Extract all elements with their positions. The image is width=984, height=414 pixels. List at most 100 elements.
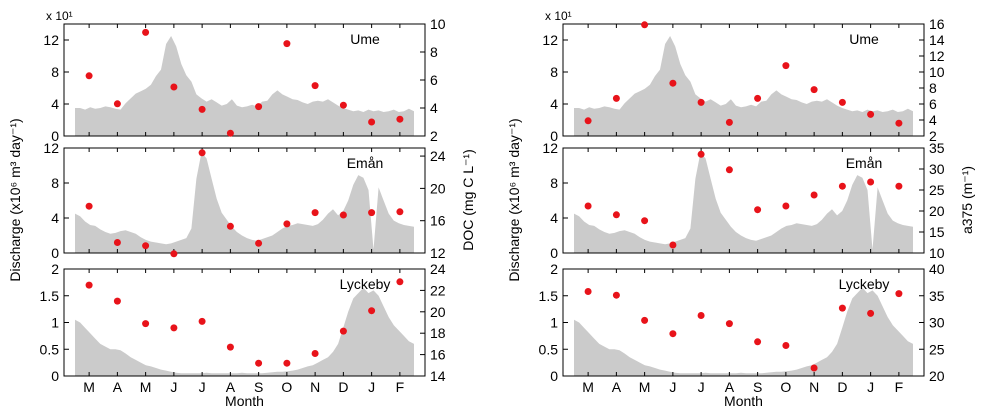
data-point <box>895 290 903 298</box>
data-point <box>255 103 263 111</box>
month-tick-label: A <box>113 379 123 395</box>
discharge-area <box>75 152 414 253</box>
data-point <box>198 149 206 157</box>
panel-frame <box>63 147 426 254</box>
month-tick-label: J <box>698 379 705 395</box>
month-tick-label: J <box>669 379 676 395</box>
right-tick-label: 14 <box>430 368 446 384</box>
data-point <box>85 72 93 80</box>
discharge-area <box>574 287 913 376</box>
panel-frame <box>562 23 925 137</box>
x-axis-label: Month <box>724 393 763 409</box>
data-point <box>584 202 592 210</box>
month-tick-label: O <box>780 379 791 395</box>
left-tick-label: 8 <box>550 64 558 80</box>
panel-frame <box>562 147 925 254</box>
data-point <box>584 117 592 125</box>
right-tick-label: 15 <box>929 224 945 240</box>
right-tick-label: 40 <box>929 261 945 277</box>
month-tick-label: M <box>83 379 95 395</box>
right-tick-label: 16 <box>430 213 446 229</box>
month-tick-label: O <box>281 379 292 395</box>
right-tick-label: 18 <box>430 325 446 341</box>
data-point <box>782 202 790 210</box>
right-tick-label: 10 <box>430 16 446 32</box>
data-point <box>867 110 875 118</box>
right-tick-label: 2 <box>430 128 438 144</box>
data-point <box>669 330 677 338</box>
right-tick-label: 30 <box>929 161 945 177</box>
month-tick-label: M <box>582 379 594 395</box>
data-point <box>226 222 234 230</box>
left-tick-label: 0 <box>550 245 558 261</box>
right-tick-label: 4 <box>430 100 438 116</box>
left-tick-label: 4 <box>550 96 558 112</box>
panel-label: Lyckeby <box>340 276 391 292</box>
month-tick-label: J <box>867 379 874 395</box>
data-point <box>226 129 234 137</box>
data-point <box>725 118 733 126</box>
x-axis-label: Month <box>225 393 264 409</box>
month-tick-label: M <box>639 379 651 395</box>
data-point <box>113 100 121 108</box>
month-tick-label: A <box>725 379 735 395</box>
month-tick-label: A <box>612 379 622 395</box>
right-tick-label: 35 <box>929 288 945 304</box>
data-point <box>339 211 347 219</box>
right-tick-label: 20 <box>430 304 446 320</box>
data-point <box>170 83 178 91</box>
data-point <box>867 178 875 186</box>
left-tick-label: 12 <box>43 140 59 156</box>
month-tick-label: M <box>140 379 152 395</box>
right-tick-label: 6 <box>929 96 937 112</box>
data-point <box>255 239 263 247</box>
data-point <box>339 101 347 109</box>
data-point <box>669 241 677 249</box>
data-point <box>368 118 376 126</box>
data-point <box>612 211 620 219</box>
y2-axis-label: DOC (mg C L⁻¹) <box>460 149 476 251</box>
data-point <box>170 250 178 258</box>
data-point <box>895 119 903 127</box>
data-point <box>311 350 319 357</box>
data-point <box>754 206 762 214</box>
left-tick-label: 0.5 <box>539 341 559 357</box>
data-point <box>311 82 319 90</box>
data-point <box>641 316 649 324</box>
data-point <box>283 359 291 367</box>
data-point <box>754 94 762 102</box>
y2-axis-label: a375 (m⁻¹) <box>959 166 975 234</box>
data-point <box>725 166 733 174</box>
data-point <box>612 94 620 102</box>
data-point <box>697 98 705 106</box>
right-tick-label: 25 <box>929 341 945 357</box>
data-point <box>838 182 846 190</box>
left-tick-label: 2 <box>550 261 558 277</box>
right-tick-label: 10 <box>929 64 945 80</box>
discharge-area <box>75 287 414 376</box>
right-tick-label: 25 <box>929 182 945 198</box>
data-point <box>396 208 404 216</box>
right-tick-label: 6 <box>430 72 438 88</box>
left-tick-label: 8 <box>550 175 558 191</box>
data-point <box>113 239 121 246</box>
data-point <box>198 105 206 113</box>
data-point <box>368 307 376 315</box>
left-tick-label: 0 <box>51 245 59 261</box>
data-point <box>810 86 818 94</box>
data-point <box>113 297 121 305</box>
data-point <box>368 209 376 217</box>
left-tick-label: 8 <box>51 175 59 191</box>
right-tick-label: 2 <box>929 128 937 144</box>
left-tick-label: 4 <box>550 210 558 226</box>
left-tick-label: 4 <box>51 210 59 226</box>
left-tick-label: 4 <box>51 96 59 112</box>
right-tick-label: 8 <box>430 44 438 60</box>
panel-label: Ume <box>350 31 380 47</box>
left-tick-label: 0.5 <box>40 341 60 357</box>
left-tick-label: 12 <box>542 32 558 48</box>
data-point <box>170 324 178 332</box>
y-axis-label: Discharge (x10⁶ m³ day⁻¹) <box>7 118 23 281</box>
month-tick-label: S <box>753 379 762 395</box>
data-point <box>85 202 93 210</box>
